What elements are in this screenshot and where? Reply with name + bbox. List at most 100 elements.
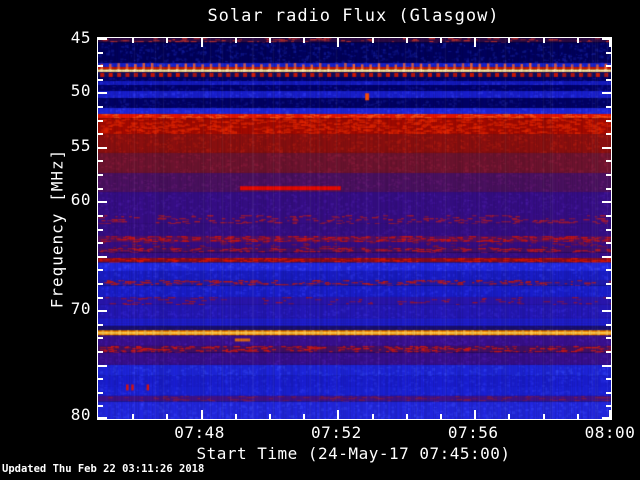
x-tick-label: 07:52 — [311, 423, 362, 442]
x-tick — [166, 414, 169, 419]
y-tick — [98, 174, 103, 177]
y-tick — [606, 228, 611, 231]
y-tick — [602, 364, 611, 367]
y-tick — [606, 323, 611, 326]
y-tick — [98, 255, 107, 258]
x-tick — [337, 410, 340, 419]
y-tick — [602, 146, 611, 149]
y-tick-label: 70 — [70, 299, 91, 319]
y-tick — [98, 350, 103, 353]
y-tick — [98, 364, 107, 367]
y-tick — [606, 51, 611, 54]
x-tick — [166, 38, 169, 43]
y-tick — [98, 214, 103, 217]
y-tick — [606, 65, 611, 68]
y-tick — [98, 106, 103, 109]
y-tick — [98, 269, 103, 272]
x-tick — [269, 414, 271, 419]
y-tick-label: 80 — [70, 405, 91, 424]
y-tick — [602, 92, 611, 95]
x-tick — [132, 38, 135, 43]
y-tick — [98, 201, 107, 204]
y-tick — [98, 38, 107, 40]
x-tick — [474, 38, 477, 47]
x-tick — [508, 38, 511, 43]
x-tick — [440, 414, 442, 419]
y-tick — [98, 78, 103, 81]
y-tick — [606, 214, 611, 217]
y-tick — [98, 337, 103, 340]
y-tick — [606, 269, 611, 272]
x-tick — [303, 414, 306, 419]
x-tick — [474, 410, 477, 419]
y-tick — [98, 133, 103, 136]
y-tick-label: 60 — [70, 190, 91, 210]
x-tick — [303, 38, 306, 43]
x-tick — [337, 38, 340, 47]
y-tick — [606, 133, 611, 136]
y-tick — [606, 160, 611, 163]
x-tick — [371, 414, 374, 419]
x-tick — [132, 414, 135, 419]
y-tick — [98, 119, 103, 122]
footer-updated-timestamp: Updated Thu Feb 22 03:11:26 2018 — [2, 463, 205, 475]
y-tick — [98, 187, 103, 190]
x-axis-title: Start Time (24-May-17 07:45:00) — [196, 444, 511, 463]
y-tick — [98, 92, 107, 95]
y-tick — [606, 337, 611, 340]
y-tick — [606, 119, 611, 122]
y-tick — [602, 310, 611, 313]
chart-title: Solar radio Flux (Glasgow) — [207, 6, 500, 26]
x-tick — [576, 38, 579, 43]
x-tick — [371, 38, 374, 43]
x-tick — [542, 414, 545, 419]
y-tick — [606, 296, 611, 299]
x-tick — [200, 38, 203, 47]
y-axis-title: Frequency [MHz] — [47, 148, 67, 309]
y-tick — [606, 242, 611, 245]
x-tick — [405, 414, 408, 419]
y-tick — [602, 201, 611, 204]
y-tick-label: 45 — [70, 28, 91, 47]
y-tick — [602, 417, 611, 419]
y-tick-label: 50 — [70, 81, 91, 101]
x-tick-label: 07:56 — [447, 423, 499, 442]
y-tick — [98, 405, 103, 408]
y-tick-label: 55 — [70, 135, 91, 155]
y-tick — [98, 160, 103, 163]
x-tick — [269, 38, 271, 43]
x-tick — [609, 38, 611, 47]
y-tick — [98, 146, 107, 149]
y-tick — [98, 323, 103, 326]
y-tick — [606, 174, 611, 177]
y-tick — [606, 282, 611, 285]
y-tick — [602, 38, 611, 40]
y-tick — [606, 378, 611, 381]
y-tick — [606, 106, 611, 109]
spectrogram-canvas — [98, 38, 611, 419]
y-tick — [98, 65, 103, 68]
x-tick-label: 07:48 — [174, 423, 225, 442]
x-tick — [405, 38, 408, 43]
y-tick — [98, 310, 107, 313]
y-tick — [606, 78, 611, 81]
y-tick — [98, 296, 103, 299]
y-tick — [98, 282, 103, 285]
x-tick — [508, 414, 511, 419]
x-tick — [200, 410, 203, 419]
x-tick — [440, 38, 442, 43]
y-tick — [606, 391, 611, 394]
plot-area — [97, 37, 612, 420]
x-tick — [542, 38, 545, 43]
y-tick — [606, 187, 611, 190]
y-tick — [98, 228, 103, 231]
y-tick — [98, 242, 103, 245]
x-tick — [234, 38, 237, 43]
y-tick — [98, 391, 103, 394]
y-tick — [98, 51, 103, 54]
x-tick-label: 08:00 — [584, 423, 636, 442]
y-tick — [606, 350, 611, 353]
x-tick — [609, 410, 611, 419]
y-tick — [98, 378, 103, 381]
